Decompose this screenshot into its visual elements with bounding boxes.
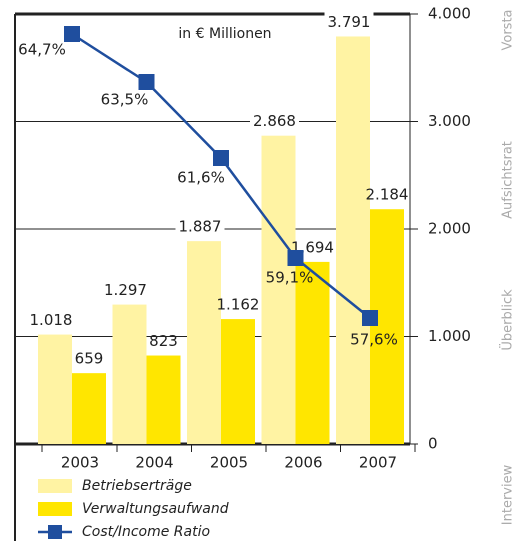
- data-label: 1.297: [104, 281, 147, 299]
- y-tick-label: 4.000: [428, 5, 471, 23]
- data-label: 59,1%: [266, 269, 314, 287]
- legend-marker: [48, 525, 62, 539]
- label-bg: [175, 217, 225, 236]
- y-tick-label: 0: [428, 435, 438, 453]
- data-label: 64,7%: [18, 41, 66, 59]
- x-tick-label: 2004: [135, 454, 173, 472]
- y-tick-label: 3.000: [428, 112, 471, 130]
- y-tick-label: 2.000: [428, 220, 471, 238]
- legend-swatch: [38, 502, 72, 516]
- data-label: 659: [75, 350, 104, 368]
- x-tick-label: 2007: [359, 454, 397, 472]
- data-label: 63,5%: [101, 91, 149, 109]
- data-label: 1.162: [217, 296, 260, 314]
- bar: [221, 319, 255, 444]
- ratio-marker: [138, 74, 155, 90]
- bar: [112, 304, 147, 444]
- x-tick-label: 2005: [210, 454, 248, 472]
- ratio-marker: [287, 250, 304, 266]
- label-bg: [101, 280, 150, 299]
- subtitle: in € Millionen: [178, 26, 271, 42]
- bar: [72, 373, 106, 444]
- bar: [295, 261, 330, 444]
- data-label: 1.887: [179, 218, 222, 236]
- bar: [146, 355, 181, 444]
- ratio-marker: [362, 310, 378, 326]
- bar: [187, 241, 221, 444]
- data-label: 823: [149, 332, 178, 350]
- ratio-marker: [213, 150, 229, 166]
- legend-label: Verwaltungsaufwand: [82, 501, 229, 517]
- ratio-marker: [64, 26, 80, 42]
- x-tick-label: 2003: [61, 454, 99, 472]
- data-label: 3.791: [328, 13, 371, 31]
- label-bg: [250, 111, 299, 130]
- data-label: 57,6%: [350, 331, 398, 349]
- bar: [261, 135, 296, 444]
- y-tick-label: 1.000: [428, 327, 471, 345]
- bar: [336, 36, 370, 444]
- legend-swatch: [38, 479, 72, 493]
- data-label: 1.018: [30, 311, 73, 329]
- side-tab: Überblick: [499, 289, 516, 351]
- legend-label: Betriebserträge: [82, 478, 192, 494]
- label-bg: [26, 310, 76, 329]
- legend-label: Cost/Income Ratio: [82, 524, 210, 540]
- label-bg: [324, 12, 374, 31]
- side-tab: Interview: [501, 464, 516, 525]
- x-tick-label: 2006: [284, 454, 322, 472]
- side-tab: Vorsta: [501, 9, 516, 50]
- data-label: 2.868: [253, 112, 296, 130]
- data-label: 61,6%: [177, 169, 225, 187]
- data-label: 2.184: [366, 186, 409, 204]
- side-tab: Aufsichtsrat: [501, 141, 516, 219]
- bar: [370, 209, 404, 444]
- bar: [38, 334, 72, 444]
